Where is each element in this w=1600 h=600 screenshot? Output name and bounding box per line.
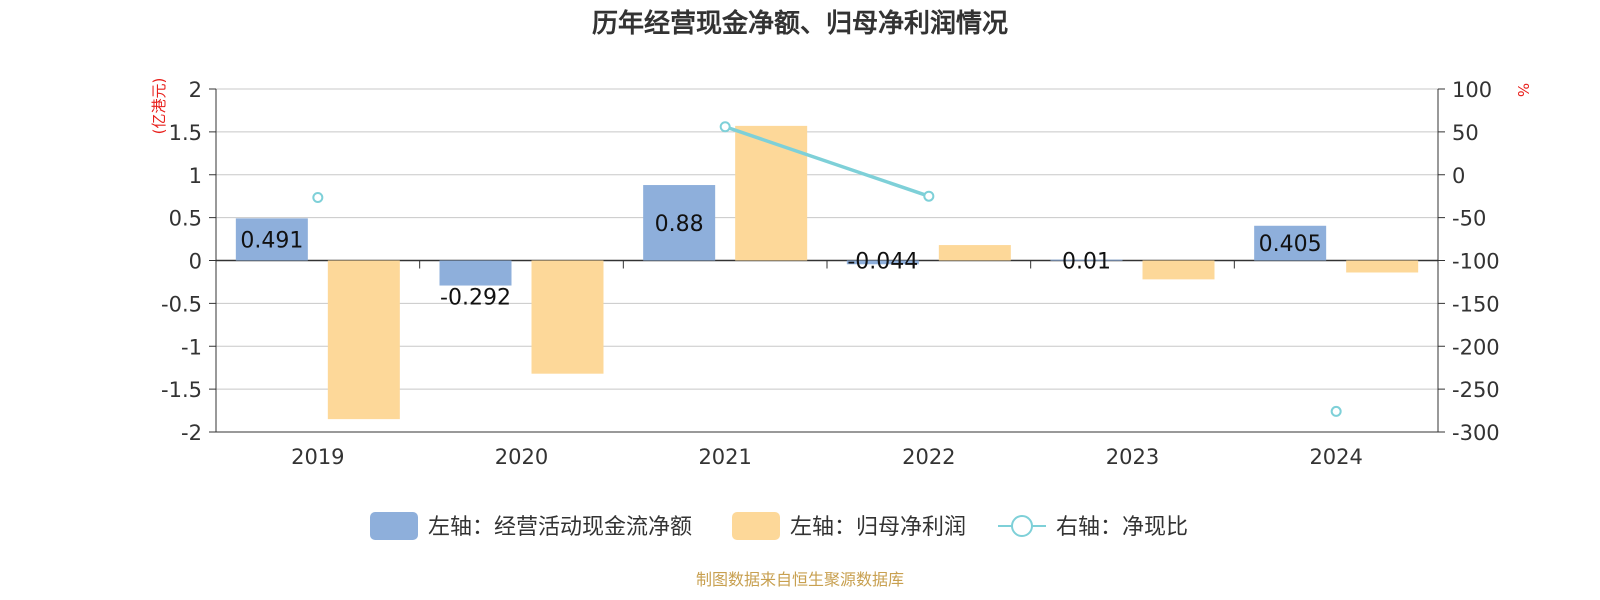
right-tick-label: 100: [1452, 78, 1492, 102]
left-tick-label: 0.5: [169, 207, 202, 231]
profit-bar: [938, 245, 1011, 261]
cashflow-data-label: -0.292: [440, 286, 511, 311]
cashflow-bar: [1254, 225, 1327, 261]
ratio-point: [1330, 405, 1342, 417]
x-tick-label: 2022: [902, 445, 955, 469]
left-tick-label: -1.5: [161, 378, 202, 402]
cashflow-data-label: 0.491: [240, 228, 303, 253]
legend-label-cashflow: 左轴：经营活动现金流净额: [428, 515, 692, 540]
x-tick-label: 2019: [291, 445, 344, 469]
legend-label-ratio: 右轴：净现比: [1056, 515, 1188, 540]
left-tick-label: -1: [181, 335, 202, 359]
right-tick-label: -150: [1452, 292, 1500, 316]
right-tick-label: -250: [1452, 378, 1500, 402]
legend-label-profit: 左轴：归母净利润: [790, 515, 966, 540]
cashflow-data-label: -0.044: [847, 250, 918, 275]
left-tick-label: -2: [181, 421, 202, 445]
ratio-point: [923, 190, 935, 202]
left-tick-label: 1: [189, 164, 202, 188]
bars: [235, 125, 1419, 420]
right-axis-unit: %: [1514, 83, 1532, 97]
left-tick-label: 0: [189, 250, 202, 274]
ratio-line-segment: [724, 125, 930, 198]
chart-title: 历年经营现金净额、归母净利润情况: [592, 8, 1008, 39]
legend-swatch-cashflow: [370, 512, 418, 540]
right-tick-label: -100: [1452, 250, 1500, 274]
right-tick-label: -200: [1452, 335, 1500, 359]
gridlines: [216, 88, 1438, 433]
x-tick-label: 2023: [1106, 445, 1159, 469]
right-tick-label: -300: [1452, 421, 1500, 445]
cashflow-data-label: 0.405: [1259, 232, 1322, 257]
x-tick-label: 2021: [698, 445, 751, 469]
right-tick-label: -50: [1452, 207, 1486, 231]
cashflow-bar: [1050, 259, 1123, 261]
cashflow-data-label: 0.88: [655, 212, 704, 237]
left-tick-label: -0.5: [161, 292, 202, 316]
profit-bar: [531, 260, 604, 374]
legend: 左轴：经营活动现金流净额 左轴：归母净利润 右轴：净现比: [370, 512, 1188, 540]
profit-bar: [327, 260, 400, 420]
cashflow-bar: [235, 218, 308, 261]
cashflow-bar: [643, 185, 716, 261]
cashflow-data-label: 0.01: [1062, 250, 1111, 275]
x-tick-label: 2020: [495, 445, 548, 469]
x-tick-label: 2024: [1309, 445, 1362, 469]
axes: 2 1.5 1 0.5 0 -0.5 -1 -1.5 -2 100 50 0 -50 -100 -150 -2…: [161, 78, 1500, 469]
right-tick-label: 50: [1452, 121, 1479, 145]
left-axis-unit: (亿港元): [150, 78, 168, 135]
cashflow-bar: [846, 260, 919, 265]
source-note: 制图数据来自恒生聚源数据库: [696, 570, 904, 589]
left-tick-label: 1.5: [169, 121, 202, 145]
profit-bar: [735, 125, 808, 261]
data-labels: 0.491 -0.292 0.88 -0.044 0.01 0.405: [240, 212, 1321, 311]
ratio-point: [719, 121, 731, 133]
right-tick-label: 0: [1452, 164, 1465, 188]
profit-bar: [1142, 260, 1215, 280]
legend-swatch-ratio-marker: [1011, 515, 1033, 537]
ratio-point: [312, 191, 324, 203]
legend-swatch-profit: [732, 512, 780, 540]
left-tick-label: 2: [189, 78, 202, 102]
profit-bar: [1346, 260, 1419, 273]
cashflow-bar: [439, 260, 512, 286]
ratio-line: [312, 121, 1342, 417]
